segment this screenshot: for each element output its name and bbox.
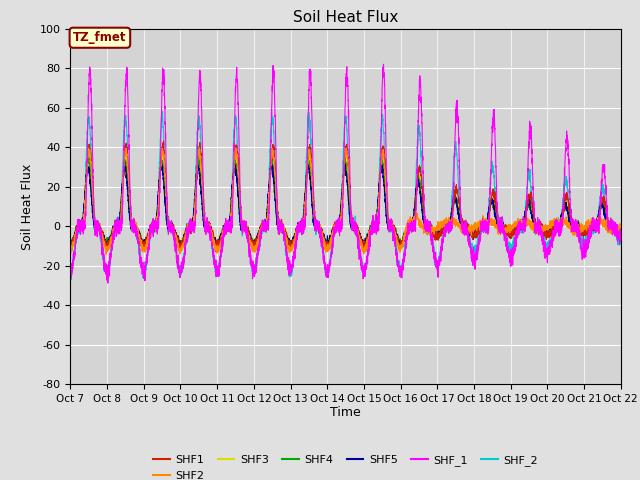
SHF2 [102, 252, 110, 257]
SHF3 [439, 223, 447, 228]
SHF_1 [104, 280, 112, 286]
Line: SHF4: SHF4 [70, 157, 621, 248]
SHF3 [166, 223, 173, 229]
SHF3 [469, 231, 477, 237]
SHF_2 [469, 250, 477, 256]
SHF2 [616, 221, 624, 227]
SHF1 [325, 243, 333, 249]
SHF2 [166, 225, 173, 231]
SHF1 [166, 223, 173, 228]
SHF_1 [380, 61, 387, 67]
Line: SHF_2: SHF_2 [70, 112, 621, 280]
SHF3 [212, 245, 220, 251]
SHF_2 [500, 232, 508, 238]
Line: SHF3: SHF3 [70, 154, 621, 248]
SHF1 [212, 249, 220, 254]
SHF_2 [67, 267, 74, 273]
SHF1 [469, 233, 477, 239]
SHF1 [500, 223, 508, 228]
SHF_1 [166, 226, 173, 231]
Line: SHF_1: SHF_1 [70, 64, 621, 283]
SHF5 [500, 228, 508, 233]
SHF_1 [439, 240, 447, 246]
SHF3 [616, 231, 624, 237]
SHF5 [617, 233, 625, 239]
SHF2 [500, 228, 508, 234]
SHF_2 [325, 265, 333, 271]
SHF_1 [500, 238, 508, 243]
SHF_1 [617, 235, 625, 240]
SHF5 [439, 223, 447, 229]
Text: TZ_fmet: TZ_fmet [73, 31, 127, 44]
Y-axis label: Soil Heat Flux: Soil Heat Flux [21, 163, 34, 250]
SHF1 [616, 233, 624, 239]
SHF1 [617, 231, 625, 237]
SHF_2 [616, 237, 624, 243]
SHF4 [84, 155, 92, 160]
SHF3 [325, 237, 333, 242]
SHF2 [195, 144, 203, 150]
SHF5 [616, 230, 624, 236]
SHF1 [160, 138, 168, 144]
SHF_2 [439, 240, 447, 246]
Line: SHF2: SHF2 [70, 147, 621, 254]
SHF1 [67, 246, 74, 252]
SHF2 [469, 224, 477, 229]
SHF3 [500, 224, 508, 229]
SHF4 [500, 224, 508, 229]
SHF4 [616, 229, 624, 235]
SHF3 [67, 240, 74, 246]
SHF_1 [67, 268, 74, 274]
SHF4 [67, 235, 74, 240]
SHF4 [617, 229, 625, 235]
SHF3 [617, 227, 625, 232]
SHF4 [439, 224, 447, 229]
SHF_2 [159, 109, 166, 115]
SHF5 [166, 222, 173, 228]
SHF1 [439, 229, 447, 235]
SHF_2 [617, 240, 625, 245]
SHF_1 [469, 262, 477, 268]
SHF2 [439, 220, 447, 226]
Legend: SHF1, SHF2, SHF3, SHF4, SHF5, SHF_1, SHF_2: SHF1, SHF2, SHF3, SHF4, SHF5, SHF_1, SHF… [148, 451, 543, 480]
SHF4 [166, 223, 173, 228]
SHF2 [617, 223, 625, 228]
SHF_2 [166, 224, 173, 230]
SHF_1 [616, 239, 624, 245]
SHF_2 [67, 277, 75, 283]
SHF3 [84, 151, 92, 156]
SHF2 [325, 245, 333, 251]
SHF4 [323, 245, 330, 251]
Line: SHF1: SHF1 [70, 141, 621, 252]
SHF4 [469, 228, 477, 233]
SHF_1 [325, 266, 333, 272]
SHF5 [67, 242, 74, 248]
SHF2 [67, 250, 74, 255]
X-axis label: Time: Time [330, 407, 361, 420]
SHF5 [469, 232, 477, 238]
SHF5 [120, 159, 128, 165]
SHF5 [286, 246, 294, 252]
SHF5 [325, 240, 333, 246]
Line: SHF5: SHF5 [70, 162, 621, 249]
SHF4 [325, 237, 333, 243]
Title: Soil Heat Flux: Soil Heat Flux [293, 10, 398, 25]
